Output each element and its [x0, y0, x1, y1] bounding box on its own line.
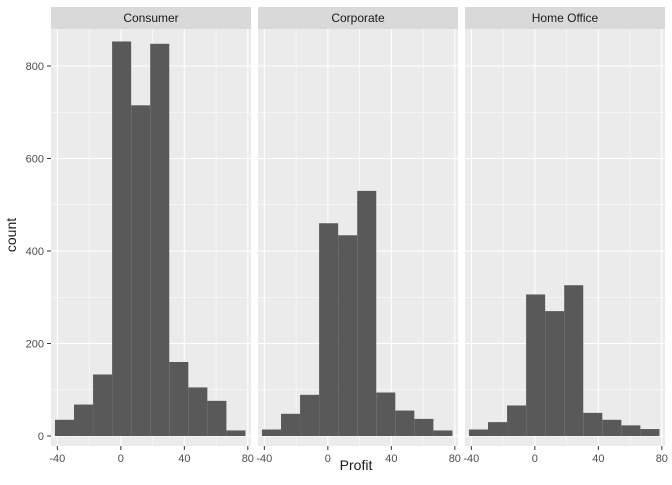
- histogram-bar: [169, 362, 189, 436]
- x-tick-label: 80: [242, 453, 254, 465]
- histogram-bar: [131, 105, 151, 436]
- histogram-bar: [319, 223, 339, 436]
- x-tick-label: 0: [325, 453, 331, 465]
- facet-panel: Consumer -40 0 40 80: [49, 7, 254, 465]
- histogram-bar: [640, 429, 660, 436]
- x-tick-label: 80: [656, 453, 668, 465]
- histogram-bar: [112, 41, 132, 437]
- histogram-bar: [564, 285, 584, 436]
- histogram-bar: [150, 43, 170, 437]
- facet-strip-label: Consumer: [123, 11, 178, 25]
- facet-panel: Corporate -40 0 40 80: [256, 7, 461, 465]
- histogram-bar: [226, 430, 246, 436]
- facet-strip: [258, 7, 458, 29]
- facet-strip-label: Home Office: [532, 11, 599, 25]
- y-tick-label: 0: [38, 431, 44, 443]
- histogram-bar: [376, 392, 396, 436]
- histogram-bar: [261, 429, 282, 436]
- histogram-bar: [468, 429, 489, 436]
- histogram-bar: [93, 374, 113, 436]
- histogram-bar: [621, 425, 641, 436]
- histogram-bar: [507, 405, 527, 436]
- y-tick-label: 600: [26, 154, 44, 166]
- histogram-bar: [414, 418, 434, 436]
- histogram-bar: [433, 430, 453, 436]
- histogram-bar: [54, 419, 75, 436]
- x-tick-label: 40: [592, 453, 604, 465]
- x-tick-label: -40: [49, 453, 65, 465]
- histogram-bar: [395, 410, 415, 436]
- histogram-bar: [188, 387, 208, 436]
- x-tick-label: 40: [385, 453, 397, 465]
- histogram-bar: [583, 412, 603, 436]
- x-tick-label: 0: [118, 453, 124, 465]
- histogram-bar: [602, 419, 622, 436]
- x-tick-label: -40: [256, 453, 272, 465]
- histogram-bar: [545, 311, 565, 436]
- y-tick-label: 800: [26, 61, 44, 73]
- facet-panel: Home Office -40 0 40 80: [463, 7, 668, 465]
- histogram-bar: [281, 413, 301, 436]
- histogram-bar: [207, 400, 227, 436]
- histogram-bar: [338, 235, 358, 436]
- x-tick-label: 40: [178, 453, 190, 465]
- y-axis-title: count: [3, 218, 19, 252]
- histogram-bar: [74, 404, 94, 436]
- histogram-bar: [488, 422, 508, 436]
- x-tick-label: 0: [532, 453, 538, 465]
- y-tick-label: 200: [26, 339, 44, 351]
- y-axis: 0 200 400 600 800: [26, 61, 51, 443]
- y-tick-label: 400: [26, 246, 44, 258]
- histogram-bar: [300, 394, 320, 436]
- x-axis-title: Profit: [340, 457, 373, 473]
- histogram-bar: [526, 294, 546, 436]
- x-tick-label: 80: [449, 453, 461, 465]
- facet-strip-label: Corporate: [331, 11, 385, 25]
- x-tick-label: -40: [463, 453, 479, 465]
- facet-strip: [51, 7, 251, 29]
- histogram-bar: [357, 190, 377, 436]
- facet-strip: [465, 7, 665, 29]
